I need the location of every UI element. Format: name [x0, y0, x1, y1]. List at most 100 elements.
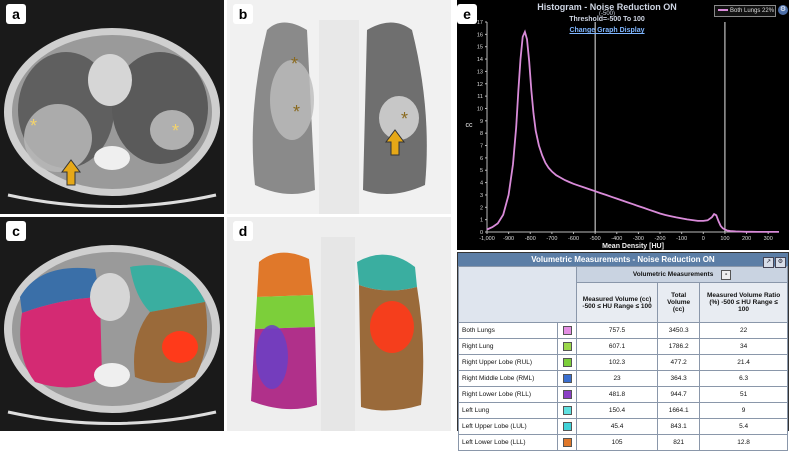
threshold-top-label: (-500): [598, 11, 615, 17]
color-swatch[interactable]: [557, 402, 577, 419]
y-tick-label: 5: [480, 168, 483, 174]
volume-ratio: 6.3: [699, 370, 788, 387]
panel-label-e: e: [457, 4, 477, 24]
table-row[interactable]: Right Lower Lobe (RLL) 481.8 944.7 51: [458, 386, 788, 403]
x-tick-label: -400: [611, 236, 622, 242]
column-header-total: Total Volume (cc): [657, 282, 701, 323]
table-row[interactable]: Both Lungs 757.5 3450.3 22: [458, 322, 788, 339]
color-swatch[interactable]: [557, 434, 577, 451]
volumetric-panel-title: Volumetric Measurements - Noise Reductio…: [531, 255, 715, 264]
ct-coronal-panel-b: b * * *: [227, 0, 451, 214]
total-volume: 1786.2: [657, 338, 701, 355]
asterisk-icon: *: [172, 121, 179, 141]
volume-ratio: 21.4: [699, 354, 788, 371]
x-tick-label: -500: [590, 236, 601, 242]
table-row[interactable]: Left Lung 150.4 1664.1 9: [458, 402, 788, 419]
asterisk-icon: *: [30, 116, 37, 136]
measured-volume: 481.8: [575, 386, 659, 403]
panel-label-b: b: [233, 4, 253, 24]
row-name: Left Lower Lobe (LLL): [458, 434, 558, 451]
y-tick-label: 0: [480, 230, 483, 236]
x-tick-label: -1,000: [479, 236, 495, 242]
color-swatch[interactable]: [557, 386, 577, 403]
table-row[interactable]: Left Upper Lobe (LUL) 45.4 843.1 5.4: [458, 418, 788, 435]
volume-ratio: 34: [699, 338, 788, 355]
ct-coronal-segmented-image: [227, 217, 451, 431]
row-name: Right Middle Lobe (RML): [458, 370, 558, 387]
export-icon[interactable]: ↗: [763, 257, 774, 268]
color-swatch[interactable]: [557, 354, 577, 371]
color-swatch[interactable]: [557, 370, 577, 387]
change-graph-display-link[interactable]: Change Graph Display: [569, 27, 645, 34]
table-row[interactable]: Right Lung 607.1 1786.2 34: [458, 338, 788, 355]
panel-label-a: a: [6, 4, 26, 24]
legend-swatch: [718, 9, 728, 12]
color-swatch[interactable]: [557, 418, 577, 435]
x-tick-label: -100: [676, 236, 687, 242]
color-swatch[interactable]: [557, 338, 577, 355]
y-tick-label: 15: [477, 45, 483, 51]
x-tick-label: 100: [720, 236, 729, 242]
y-tick-label: 12: [477, 82, 483, 88]
table-row[interactable]: Right Middle Lobe (RML) 23 364.3 6.3: [458, 370, 788, 387]
panel-label-c: c: [6, 221, 26, 241]
y-tick-label: 9: [480, 119, 483, 125]
volumetric-table: Volumetric Measurements - Measured Volum…: [458, 266, 788, 451]
gear-icon[interactable]: ⚙: [778, 5, 788, 15]
volume-ratio: 51: [699, 386, 788, 403]
total-volume: 1664.1: [657, 402, 701, 419]
total-volume: 3450.3: [657, 322, 701, 339]
series-line: [486, 29, 779, 233]
volumetric-measurements-panel: Volumetric Measurements - Noise Reductio…: [457, 252, 789, 451]
annotation-marks: * * *: [291, 54, 408, 156]
volume-ratio: 9: [699, 402, 788, 419]
histogram-panel-e: 0 1 2 3 4 5 6 7 8 9 10 11 12 13 14 15 16 17 -1,000 -900 -800…: [457, 0, 789, 250]
y-tick-label: 14: [477, 57, 483, 63]
settings-icon[interactable]: ⚙: [775, 257, 786, 268]
ct-axial-panel-a: a * *: [0, 0, 224, 214]
x-tick-label: -700: [546, 236, 557, 242]
x-tick-label: 0: [702, 236, 705, 242]
color-swatch[interactable]: [557, 322, 577, 339]
ct-coronal-segmented-panel-d: d: [227, 217, 451, 431]
volume-ratio: 12.8: [699, 434, 788, 451]
volume-ratio: 22: [699, 322, 788, 339]
table-row[interactable]: Right Upper Lobe (RUL) 102.3 477.2 21.4: [458, 354, 788, 371]
arrow-up-icon: [385, 129, 405, 156]
y-tick-label: 13: [477, 69, 483, 75]
collapse-toggle[interactable]: -: [721, 269, 732, 280]
x-tick-label: -200: [655, 236, 666, 242]
ct-coronal-image: [227, 0, 451, 214]
measured-volume: 150.4: [575, 402, 659, 419]
asterisk-icon: *: [401, 109, 408, 129]
x-tick-label: -600: [568, 236, 579, 242]
volume-ratio: 5.4: [699, 418, 788, 435]
y-tick-label: 2: [480, 205, 483, 211]
measured-volume: 102.3: [575, 354, 659, 371]
annotation-marks: * *: [30, 116, 179, 186]
total-volume: 477.2: [657, 354, 701, 371]
measured-volume: 23: [575, 370, 659, 387]
y-tick-label: 8: [480, 131, 483, 137]
row-name: Right Lung: [458, 338, 558, 355]
x-tick-label: 300: [764, 236, 773, 242]
total-volume: 843.1: [657, 418, 701, 435]
y-tick-label: 11: [477, 94, 483, 100]
ct-axial-image: [0, 0, 224, 214]
asterisk-icon: *: [293, 102, 300, 122]
row-name: Left Lung: [458, 402, 558, 419]
volumetric-panel-header: Volumetric Measurements - Noise Reductio…: [458, 253, 788, 268]
x-tick-label: 200: [742, 236, 751, 242]
row-name: Both Lungs: [458, 322, 558, 339]
arrow-up-icon: [61, 159, 81, 186]
total-volume: 821: [657, 434, 701, 451]
x-tick-label: -800: [525, 236, 536, 242]
chart-legend: Both Lungs 22%: [714, 5, 776, 17]
y-tick-label: 4: [480, 181, 483, 187]
y-tick-label: 6: [480, 156, 483, 162]
y-tick-label: 7: [480, 144, 483, 150]
asterisk-icon: *: [291, 54, 298, 74]
measured-volume: 757.5: [575, 322, 659, 339]
table-row[interactable]: Left Lower Lobe (LLL) 105 821 12.8: [458, 434, 788, 451]
row-name: Left Upper Lobe (LUL): [458, 418, 558, 435]
